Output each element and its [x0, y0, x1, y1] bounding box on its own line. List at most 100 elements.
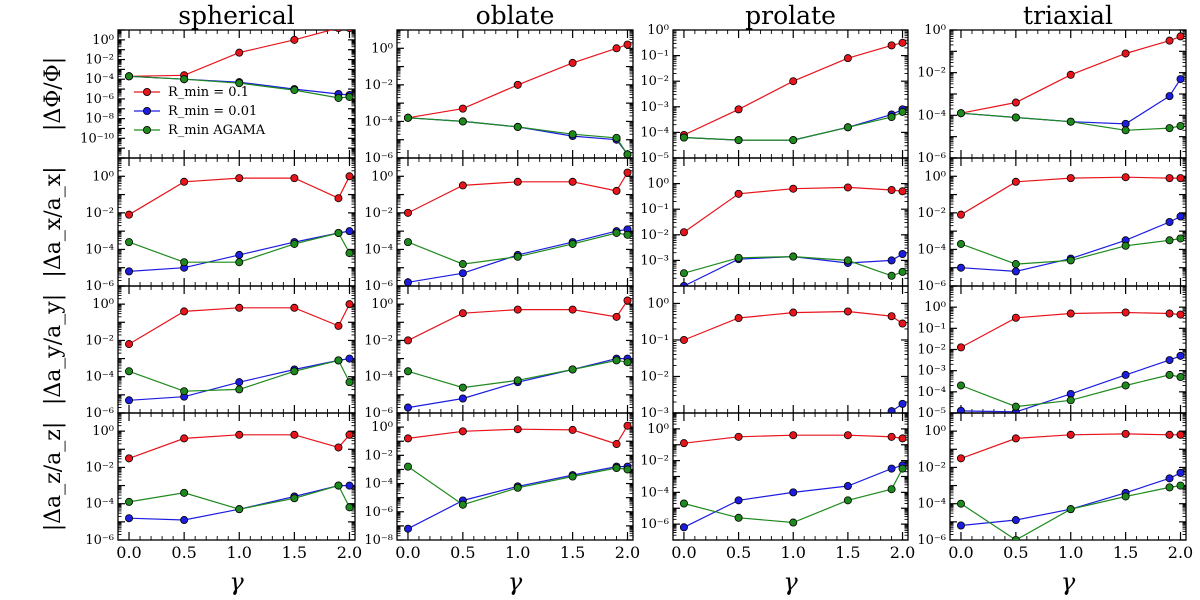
y-tick-label: 10⁻¹	[640, 202, 669, 217]
data-point	[1066, 430, 1075, 439]
data-point	[887, 407, 896, 413]
panel-series	[403, 40, 632, 158]
data-point	[125, 514, 134, 523]
y-tick-label: 10⁰	[92, 424, 114, 439]
data-point	[1176, 122, 1185, 131]
data-point	[334, 321, 343, 330]
row-label-1: |Δa_x/a_x|	[41, 166, 66, 277]
data-point	[887, 41, 896, 50]
panel-series	[125, 30, 354, 102]
legend-swatch-marker	[142, 126, 151, 135]
y-tick-label: 10⁻⁴	[85, 370, 114, 385]
data-point	[125, 367, 134, 376]
data-point	[612, 133, 621, 142]
data-point	[956, 499, 965, 508]
data-point	[956, 109, 965, 118]
panel-series	[956, 32, 1185, 135]
x-tick-label: 0.0	[116, 543, 141, 562]
data-point	[956, 343, 965, 352]
data-point	[180, 488, 189, 497]
series-line	[128, 359, 351, 392]
data-point	[345, 503, 354, 512]
data-point	[1165, 236, 1174, 245]
data-point	[458, 260, 467, 269]
x-tick-label: 2.0	[890, 543, 915, 562]
y-tick-label: 10⁻⁴	[364, 370, 393, 385]
panel-series	[125, 172, 354, 276]
data-point	[403, 238, 412, 247]
data-point	[403, 434, 412, 443]
series-line	[683, 108, 903, 141]
row-label-3: |Δa_z/a_z|	[41, 422, 66, 532]
data-point	[623, 40, 632, 49]
panel-r3-c2: 10⁻⁶ 10⁻⁴ 10⁻² 10⁰ 0.0 0.5 1.0 1.5 2.0	[640, 412, 915, 562]
panel-frame	[672, 285, 909, 414]
data-point	[734, 513, 743, 522]
data-point	[1066, 505, 1075, 514]
data-point	[345, 300, 354, 309]
data-point	[612, 228, 621, 237]
data-point	[623, 230, 632, 239]
data-point	[898, 38, 907, 47]
data-point	[345, 92, 354, 101]
panel-r3-c3: 10⁻⁶ 10⁻⁴ 10⁻² 10⁰ 0.0 0.5 1.0 1.5 2.0	[917, 412, 1193, 562]
data-point	[734, 105, 743, 114]
panel-r1-c0: 10⁻⁶ 10⁻⁴ 10⁻² 10⁰	[85, 157, 356, 294]
y-tick-label: 10⁻²	[85, 460, 114, 475]
data-point	[125, 238, 134, 247]
data-point	[843, 496, 852, 505]
data-point	[679, 499, 688, 508]
data-point	[568, 305, 577, 314]
y-tick-label: 10⁻³	[640, 406, 669, 421]
series-line	[960, 311, 1181, 348]
legend-swatch-marker	[142, 88, 151, 97]
data-point	[1176, 468, 1185, 477]
data-point	[403, 403, 412, 412]
data-point	[843, 183, 852, 192]
data-point	[568, 130, 577, 139]
y-tick-label: 10⁻²	[917, 206, 946, 221]
data-point	[290, 239, 299, 248]
panel-series	[956, 429, 1185, 540]
x-tick-label: 0.5	[1003, 543, 1028, 562]
y-tick-label: 10⁻⁴	[917, 242, 946, 257]
panel-r0-c3: 10⁻⁶ 10⁻⁴ 10⁻² 10⁰	[917, 23, 1187, 166]
y-tick-label: 10⁻⁶	[364, 151, 393, 166]
data-point	[125, 340, 134, 349]
y-tick-label: 10⁻⁴	[917, 497, 946, 512]
y-tick-label: 10⁻⁵	[640, 151, 669, 166]
series-line	[683, 111, 903, 141]
data-point	[956, 381, 965, 390]
data-point	[623, 358, 632, 367]
data-point	[513, 305, 522, 314]
x-tick-label: 1.0	[227, 543, 252, 562]
data-point	[956, 521, 965, 530]
y-tick-label: 10⁻⁶	[85, 533, 114, 548]
data-point	[180, 434, 189, 443]
data-point	[612, 186, 621, 195]
data-point	[1165, 483, 1174, 492]
data-point	[1176, 373, 1185, 382]
data-point	[1165, 174, 1174, 183]
data-point	[956, 406, 965, 413]
data-point	[568, 177, 577, 186]
data-point	[1121, 381, 1130, 390]
y-tick-label: 10⁻²	[364, 206, 393, 221]
data-point	[180, 177, 189, 186]
y-tick-label: 10⁻²	[364, 333, 393, 348]
data-point	[1165, 309, 1174, 318]
data-point	[403, 462, 412, 471]
data-point	[403, 367, 412, 376]
series-line	[960, 176, 1181, 216]
data-point	[1176, 174, 1185, 183]
data-point	[345, 172, 354, 181]
data-point	[679, 335, 688, 344]
panel-r1-c1: 10⁻⁶ 10⁻⁴ 10⁻² 10⁰	[364, 157, 634, 294]
data-point	[290, 494, 299, 503]
data-point	[1011, 113, 1020, 122]
data-point	[887, 271, 896, 280]
panel-series	[679, 183, 907, 286]
data-point	[513, 376, 522, 385]
column-title-triaxial: triaxial	[1023, 1, 1113, 30]
panel-r0-c1: 10⁻⁶ 10⁻⁴ 10⁻² 10⁰	[364, 29, 634, 166]
